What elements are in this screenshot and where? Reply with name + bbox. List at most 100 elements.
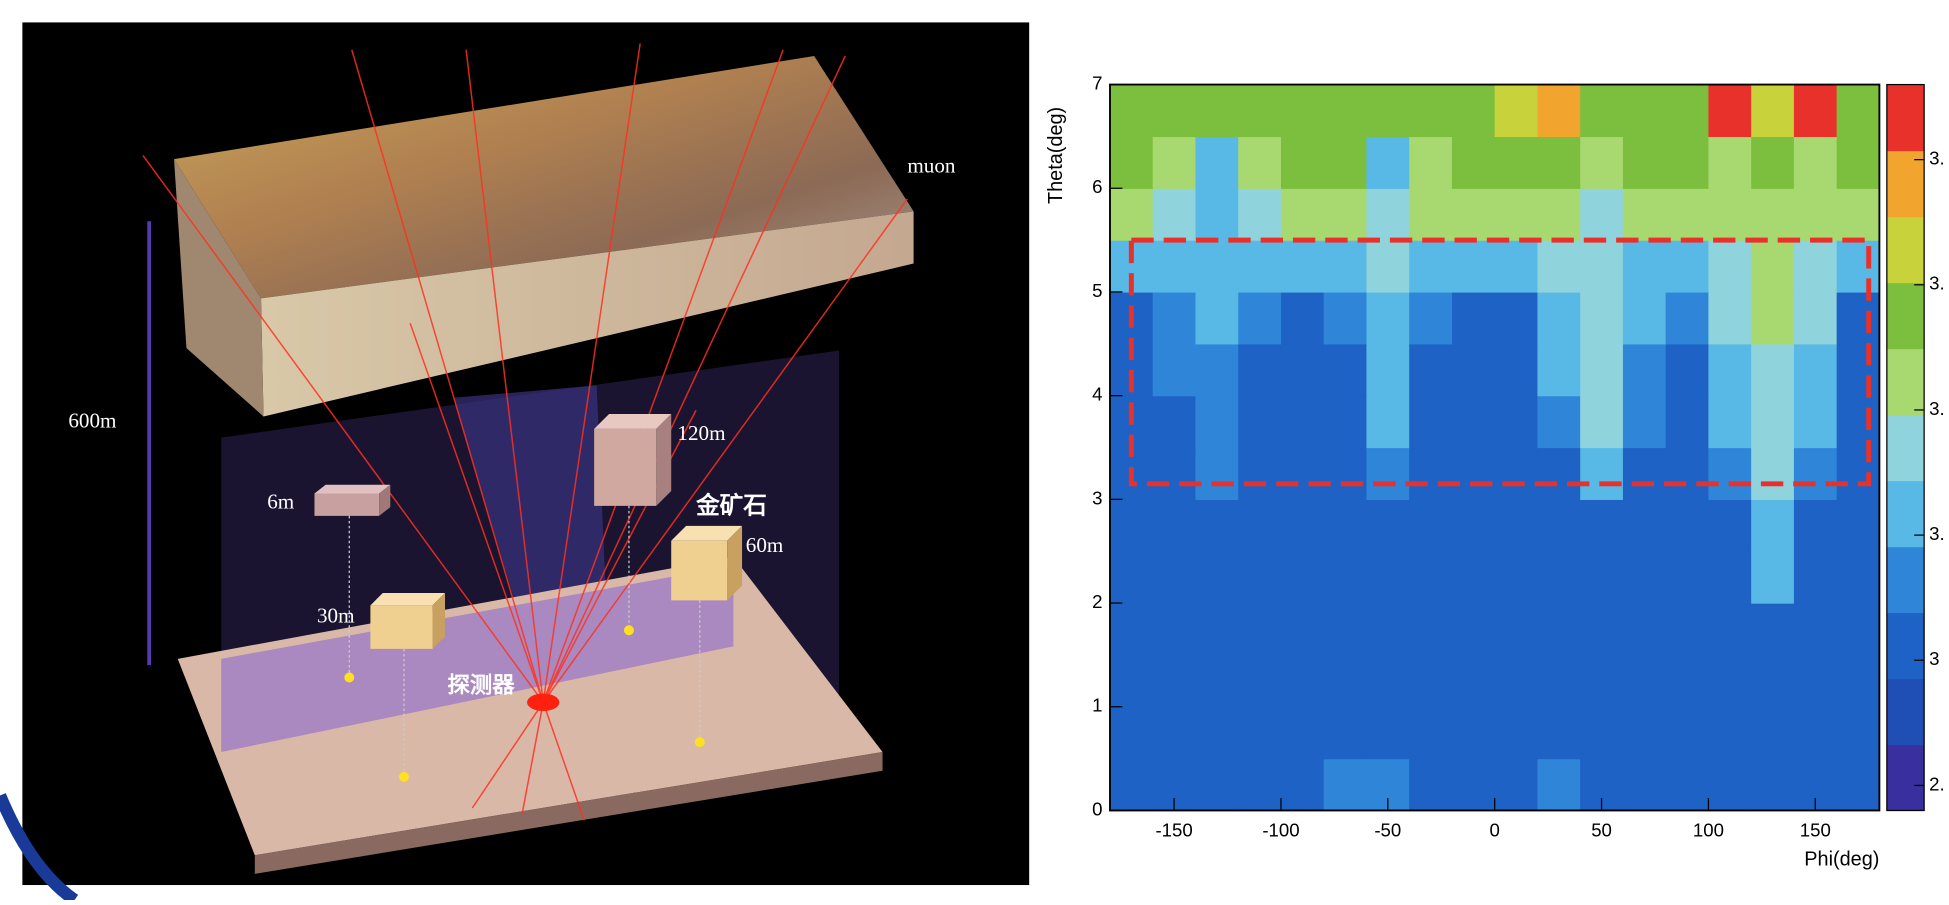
heatmap-cell [1153,396,1196,448]
heatmap-cell [1153,707,1196,759]
heatmap-cell [1623,499,1666,551]
heatmap-cell [1153,292,1196,344]
heatmap-cell [1324,396,1367,448]
x-axis-title: Phi(deg) [1804,848,1879,870]
heatmap-cell [1666,551,1709,603]
heatmap-cell [1751,499,1794,551]
heatmap-cell [1837,136,1880,188]
x-tick-label: -150 [1155,820,1192,841]
colorbar-tick-label: 3. [1929,523,1945,544]
heatmap-cell [1751,707,1794,759]
heatmap-cell [1281,603,1324,655]
heatmap-cell [1623,292,1666,344]
heatmap-cell [1537,707,1580,759]
heatmap-cell [1110,603,1153,655]
heatmap-cell [1537,448,1580,500]
heatmap-cell [1409,85,1452,137]
heatmap-cell [1537,292,1580,344]
heatmap-cell [1366,655,1409,707]
heatmap-cell [1110,188,1153,240]
colorbar-swatch [1887,217,1924,284]
y-tick-label: 4 [1092,384,1102,405]
heatmap-cell [1495,707,1538,759]
heatmap-cell [1452,292,1495,344]
heatmap-cell [1409,499,1452,551]
heatmap-cell [1751,551,1794,603]
heatmap-cell [1110,707,1153,759]
heatmap-cell [1708,136,1751,188]
heatmap-cell [1837,85,1880,137]
heatmap-cell [1281,344,1324,396]
heatmap-cell [1452,603,1495,655]
heatmap-cell [1110,499,1153,551]
heatmap-cell [1751,448,1794,500]
heatmap-cell [1537,499,1580,551]
colorbar-swatch [1887,547,1924,614]
heatmap-cell [1666,499,1709,551]
colorbar-swatch [1887,283,1924,350]
heatmap-cell [1366,707,1409,759]
colorbar-tick-label: 3. [1929,148,1945,169]
label: 金矿石 [695,492,767,520]
heatmap-cell [1837,499,1880,551]
heatmap-cell [1110,655,1153,707]
heatmap-cell [1110,759,1153,811]
heatmap-cell [1537,603,1580,655]
heatmap-cell [1238,655,1281,707]
heatmap-cell [1153,240,1196,292]
heatmap-cell [1366,136,1409,188]
label: 6m [267,489,295,513]
heatmap-cell [1666,344,1709,396]
heatmap-cell [1580,551,1623,603]
heatmap-cell [1324,292,1367,344]
figure: muon 600m 6m 120m 金矿石 60m 30m 探测器 Theta(… [0,0,1949,900]
heatmap-cell [1708,759,1751,811]
heatmap-cell [1751,759,1794,811]
heatmap-cell [1110,85,1153,137]
heatmap-cell [1537,759,1580,811]
heatmap-cell [1452,499,1495,551]
heatmap-cell [1580,707,1623,759]
heatmap-cell [1195,499,1238,551]
x-tick-label: -100 [1262,820,1299,841]
y-tick-label: 2 [1092,591,1102,612]
heatmap-cell [1837,344,1880,396]
heatmap-cell [1409,396,1452,448]
heatmap-cell [1366,551,1409,603]
heatmap-cell [1623,707,1666,759]
heatmap-cell [1195,188,1238,240]
heatmap-cell [1837,240,1880,292]
heatmap-cell [1495,188,1538,240]
page: muon 600m 6m 120m 金矿石 60m 30m 探测器 Theta(… [0,0,1949,905]
heatmap-cell [1324,759,1367,811]
heatmap-cell [1580,603,1623,655]
heatmap-cell [1366,448,1409,500]
label: 60m [746,533,784,557]
x-tick-label: 150 [1800,820,1831,841]
heatmap-cell [1324,603,1367,655]
y-tick-label: 5 [1092,280,1102,301]
heatmap-cell [1495,396,1538,448]
heatmap-cell [1495,448,1538,500]
heatmap-cell [1623,603,1666,655]
heatmap-cell [1837,448,1880,500]
heatmap-cell [1195,396,1238,448]
heatmap-cell [1495,292,1538,344]
heatmap-cell [1195,292,1238,344]
heatmap-cell [1666,136,1709,188]
label: 120m [677,421,726,445]
y-tick-label: 7 [1092,72,1102,93]
colorbar-swatch [1887,744,1924,811]
heatmap-cell [1537,240,1580,292]
heatmap-cell [1794,292,1837,344]
heatmap-cell [1495,240,1538,292]
heatmap-cell [1666,759,1709,811]
heatmap-cell [1366,344,1409,396]
heatmap-cell [1452,188,1495,240]
heatmap-cell [1153,344,1196,396]
heatmap-cell [1195,603,1238,655]
heatmap-cell [1495,655,1538,707]
heatmap-cell [1837,551,1880,603]
heatmap-cell [1837,292,1880,344]
colorbar-tick-label: 2. [1929,773,1945,794]
